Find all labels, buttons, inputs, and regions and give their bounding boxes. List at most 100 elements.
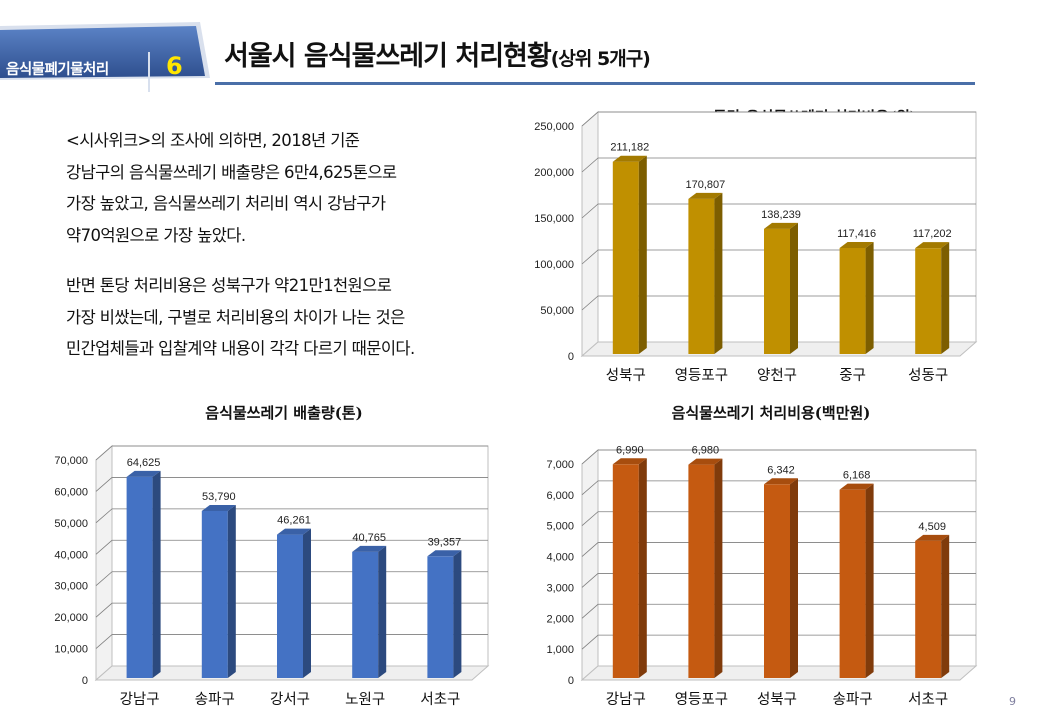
chart-emissions-svg: 음식물쓰레기 배출량(톤) 0 10,000 20,000 30,000 40,000 50… [54,404,490,708]
gridline [95,508,488,524]
gridline [95,445,488,461]
bar-side [227,504,236,678]
x-tick-label: 서초구 [908,691,948,708]
y-tick-label: 60,000 [54,486,88,498]
y-tick-label: 1,000 [546,644,574,656]
bar-top [201,504,236,511]
paragraph-1-line: 강남구의 음식물쓰레기 배출량은 6만4,625톤으로 [66,162,397,182]
y-tick-label: 20,000 [54,612,88,624]
page-title: 서울시 음식물쓰레기 처리현황(상위 5개구) [224,34,651,73]
bar [201,510,228,678]
bar-top [764,222,798,229]
bar-side [941,242,950,354]
y-tick-label: 100,000 [534,259,574,271]
data-label: 6,980 [692,445,720,457]
data-label: 6,168 [843,470,871,482]
section-label: 음식물폐기물처리 [6,62,109,78]
chart-total-cost: 음식물쓰레기 처리비용(백만원) 0 1,000 2,000 3,000 4,000 5,0… [520,398,990,710]
bar [839,489,866,678]
gridline [95,477,488,492]
bar-side [714,458,723,678]
data-label: 40,765 [352,532,386,544]
bar-side [303,528,311,678]
chart-total-cost-svg: 음식물쓰레기 처리비용(백만원) 0 1,000 2,000 3,000 4,000 5,0… [546,404,978,708]
y-tick-label: 10,000 [54,644,88,656]
data-label: 138,239 [761,209,801,221]
page-title-sub: (상위 5개구) [550,48,651,70]
bar-top [839,483,874,490]
gridline [581,203,976,219]
gridline [95,539,488,555]
chart-side-wall [95,444,113,682]
paragraph-2: 반면 톤당 처리비용은 성북구가 약21만1천원으로 가장 비쌌는데, 구별로 … [66,270,516,365]
chart-title: 음식물쓰레기 처리비용(백만원) [672,404,871,422]
x-tick-label: 양천구 [757,367,797,384]
paragraph-1-line: <시사위크>의 조사에 의하면, 2018년 기준 [66,131,360,150]
bar-top [277,528,311,535]
bar-top [915,242,950,249]
y-tick-label: 3,000 [546,582,574,594]
bar-top [612,155,647,162]
bar [764,484,790,678]
paragraph-1: <시사위크>의 조사에 의하면, 2018년 기준 강남구의 음식물쓰레기 배출… [66,125,516,251]
x-tick-label: 성북구 [606,367,646,384]
y-tick-label: 7,000 [546,459,574,471]
bar-top [126,470,161,477]
y-tick-label: 5,000 [546,521,574,533]
bar [764,228,790,354]
bar [915,248,942,354]
x-tick-label: 중구 [839,368,866,384]
bar-side [638,458,647,678]
section-number: 6 [166,52,183,80]
y-tick-label: 30,000 [54,581,88,593]
y-tick-label: 200,000 [534,167,574,179]
bar [688,464,715,678]
data-label: 170,807 [686,179,726,191]
bar-side [941,534,950,678]
bar-top [688,192,723,199]
section-tab: 음식물폐기물처리 6 [0,18,215,92]
x-tick-label: 강남구 [120,691,160,708]
y-tick-label: 70,000 [54,455,88,467]
page-number: 9 [1009,695,1016,708]
bar-side [865,483,874,678]
y-tick-label: 40,000 [54,549,88,561]
page-title-main: 서울시 음식물쓰레기 처리현황 [224,41,552,72]
x-tick-label: 강서구 [270,691,310,708]
bar-top [688,458,723,465]
data-label: 46,261 [277,515,311,527]
y-tick-label: 6,000 [546,490,574,502]
bar-side [714,192,723,354]
y-tick-label: 2,000 [546,613,574,625]
y-tick-label: 250,000 [534,121,574,133]
gridline [581,480,976,496]
y-tick-label: 0 [82,675,88,687]
y-tick-label: 150,000 [534,213,574,225]
x-tick-label: 영등포구 [675,367,728,384]
chart-cost-per-ton: 톤당 음식물쓰레기 처리비용(원)050,000100,000150,00020… [520,100,1020,395]
bar-side [378,545,387,678]
x-tick-label: 노원구 [345,691,385,708]
bar [352,551,379,678]
bar-top [915,534,950,541]
x-tick-label: 송파구 [833,691,873,708]
y-tick-label: 0 [568,351,574,363]
bar-side [790,222,798,354]
bar [839,247,866,354]
bar [612,161,639,354]
bar-side [790,478,798,678]
bar [277,534,303,678]
y-tick-label: 4,000 [546,552,574,564]
x-tick-label: 강남구 [606,691,646,708]
bar-top [839,241,874,248]
y-tick-label: 50,000 [540,305,574,317]
section-tab-shape [0,22,210,80]
data-label: 53,790 [202,491,236,503]
chart-cost-per-ton-svg: 톤당 음식물쓰레기 처리비용(원)050,000100,000150,00020… [534,108,978,384]
data-label: 64,625 [127,457,161,469]
bar-top [764,478,798,485]
bar [612,464,639,678]
x-tick-label: 성동구 [908,367,948,384]
y-tick-label: 0 [568,675,574,687]
data-label: 117,202 [913,228,952,240]
